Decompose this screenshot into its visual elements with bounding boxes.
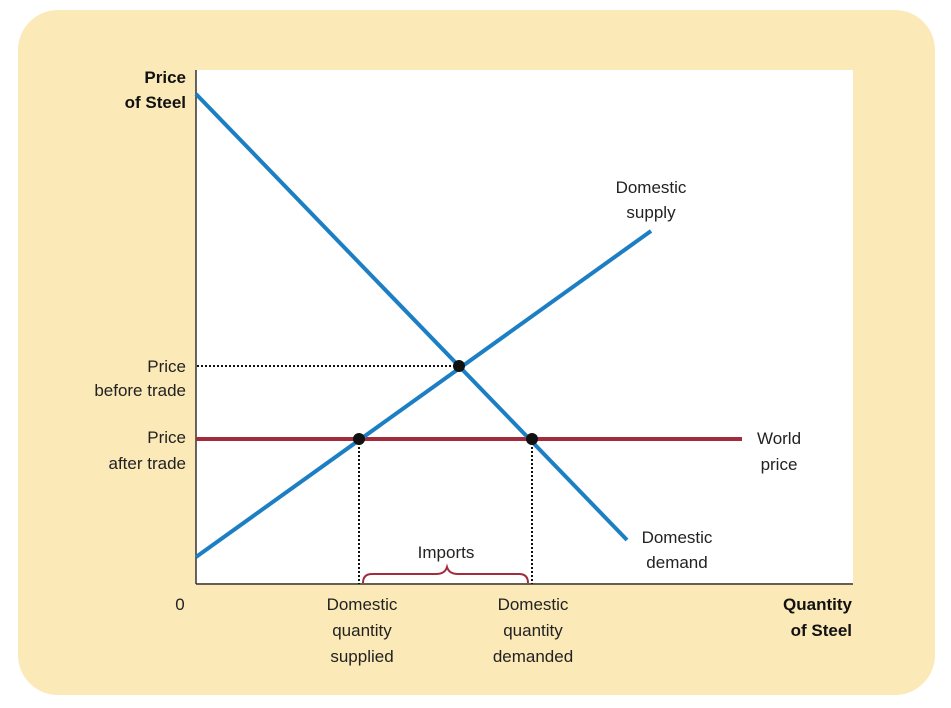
quantity-demanded-label-line-1: Domestic [498,595,569,614]
quantity-supplied-point [353,433,365,445]
domestic-supply-label-line-2: supply [626,203,676,222]
quantity-demanded-point [526,433,538,445]
world-price-label-line-1: World [757,429,801,448]
y-axis-title-line-2: of Steel [125,93,186,112]
imports-brace [362,563,529,584]
x-axis-title-line-2: of Steel [791,621,852,640]
price-after-trade-label-line-2: after trade [109,454,187,473]
plot-area [196,70,853,583]
world-price-label-line-2: price [761,455,798,474]
price-before-trade-label-line-1: Price [147,357,186,376]
quantity-supplied-label-line-3: supplied [330,647,393,666]
imports-label: Imports [418,543,475,562]
domestic-demand-curve [194,92,629,542]
quantity-demanded-label-line-3: demanded [493,647,573,666]
domestic-supply-curve [194,229,653,559]
quantity-supplied-label-line-2: quantity [332,621,392,640]
quantity-demanded-label-line-2: quantity [503,621,563,640]
domestic-demand-label-line-1: Domestic [642,528,713,547]
domestic-demand-label-line-2: demand [646,553,707,572]
y-axis-title-line-1: Price [144,68,186,87]
x-axis-title-line-1: Quantity [783,595,852,614]
price-after-trade-label-line-1: Price [147,428,186,447]
domestic-supply-label-line-1: Domestic [616,178,687,197]
price-before-trade-label-line-2: before trade [94,381,186,400]
equilibrium-before-trade-point [453,360,465,372]
quantity-supplied-label-line-1: Domestic [327,595,398,614]
origin-label: 0 [175,595,184,614]
